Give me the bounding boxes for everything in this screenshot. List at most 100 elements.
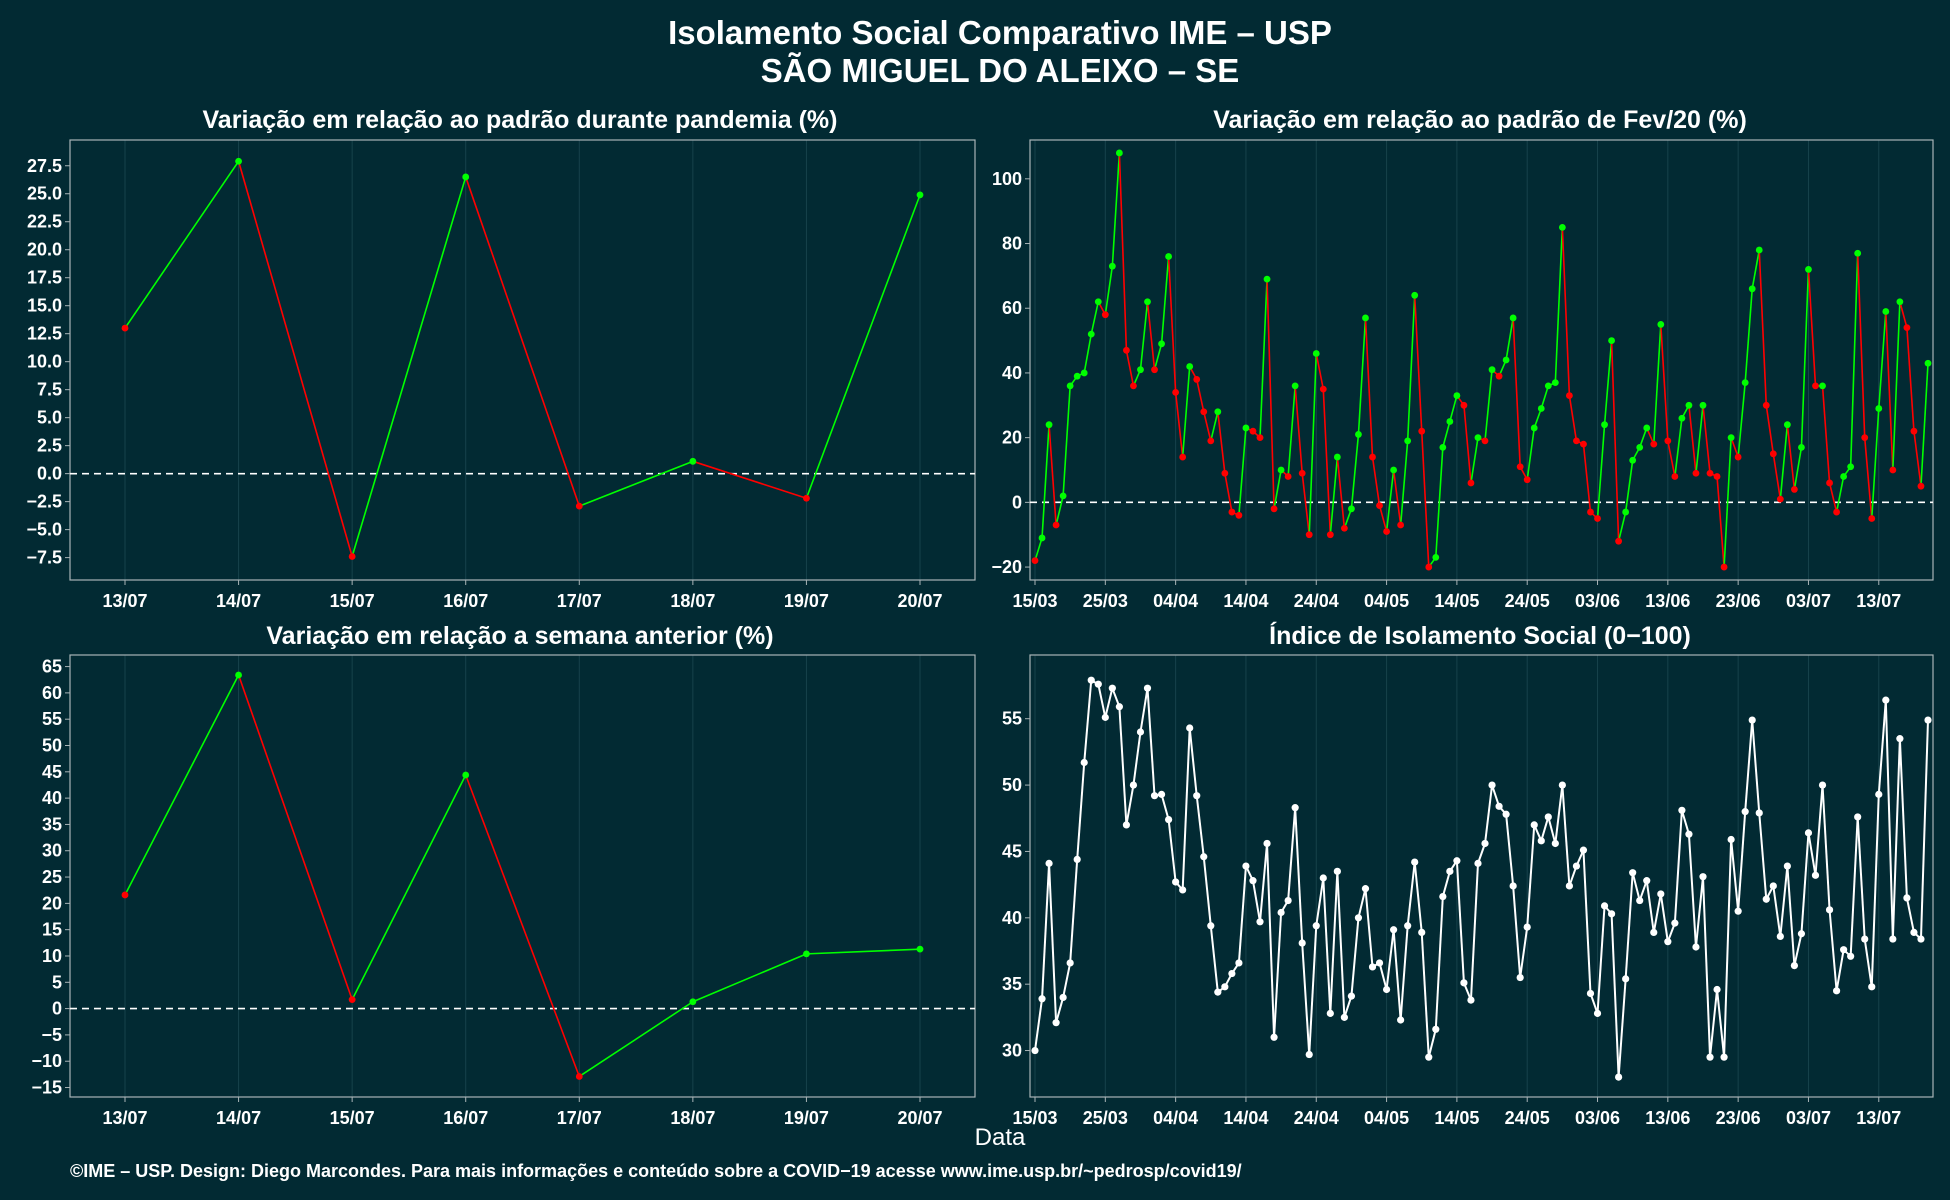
- series-segment: [1610, 340, 1620, 542]
- data-point: [1052, 521, 1060, 529]
- series-segment: [1561, 227, 1571, 396]
- y-tick-label: −10: [31, 1051, 62, 1071]
- series-segment: [1561, 785, 1571, 887]
- data-point: [1368, 963, 1377, 971]
- x-tick-label: 14/05: [1434, 1108, 1479, 1128]
- series-segment: [1723, 839, 1733, 1058]
- series-segment: [1090, 301, 1100, 335]
- y-tick-label: 35: [42, 814, 62, 834]
- data-point: [1460, 979, 1468, 987]
- series-segment: [1385, 929, 1395, 990]
- data-point: [1755, 809, 1763, 817]
- data-point: [1263, 839, 1271, 848]
- data-point: [1818, 781, 1827, 789]
- data-point: [1157, 790, 1166, 798]
- series-segment: [1694, 876, 1704, 948]
- data-point: [1769, 450, 1777, 458]
- data-point: [1600, 902, 1609, 910]
- data-point: [1404, 922, 1412, 930]
- data-point: [1312, 350, 1320, 357]
- data-point: [1825, 906, 1834, 914]
- series-segment: [1139, 301, 1149, 370]
- data-point: [1073, 855, 1081, 864]
- series-segment: [1660, 324, 1669, 441]
- data-point: [1861, 935, 1869, 943]
- data-point: [1193, 792, 1201, 800]
- series-segment: [1899, 301, 1908, 328]
- data-point: [1565, 392, 1573, 399]
- y-tick-label: −5: [41, 1025, 62, 1045]
- series-segment: [1484, 784, 1494, 844]
- data-point: [1861, 434, 1869, 442]
- series-segment: [1891, 738, 1901, 940]
- series-segment: [1434, 447, 1444, 558]
- series-segment: [1406, 861, 1416, 926]
- data-point: [1446, 418, 1454, 425]
- series-segment: [1484, 369, 1493, 441]
- series-segment: [1266, 843, 1276, 1038]
- data-point: [1741, 808, 1749, 816]
- data-point: [1509, 314, 1517, 322]
- data-point: [1847, 463, 1855, 471]
- series-segment: [1730, 437, 1739, 458]
- panel-indice: Índice de Isolamento Social (0−100) 55 50…: [1002, 621, 1934, 1128]
- data-point: [1418, 928, 1426, 937]
- data-point: [1896, 298, 1904, 306]
- data-point: [1277, 466, 1285, 474]
- series-segment: [1800, 269, 1810, 448]
- data-point: [1727, 434, 1735, 442]
- series-segment: [464, 176, 581, 507]
- data-point: [1207, 922, 1215, 930]
- data-point: [1509, 882, 1517, 890]
- data-point: [1439, 892, 1447, 901]
- data-point: [1382, 985, 1391, 994]
- data-point: [1875, 405, 1883, 412]
- series-segment: [1505, 317, 1514, 361]
- series-segment: [1617, 511, 1627, 542]
- data-point: [1643, 424, 1651, 432]
- data-point: [1615, 1073, 1623, 1081]
- data-point: [1572, 862, 1581, 870]
- data-point: [1101, 713, 1109, 721]
- series-segment: [1420, 431, 1430, 568]
- data-point: [1854, 813, 1862, 821]
- data-point: [1889, 935, 1897, 943]
- data-point: [1776, 495, 1784, 503]
- data-point: [1664, 437, 1672, 445]
- series-segment: [1343, 995, 1353, 1018]
- series-segment: [1744, 719, 1754, 812]
- axis-frame: [1029, 139, 1934, 581]
- series-segment: [1294, 807, 1304, 944]
- x-tick-label: 24/05: [1505, 1108, 1550, 1128]
- y-tick-label: 27.5: [27, 156, 62, 176]
- y-tick-label: 60: [1002, 298, 1022, 318]
- data-point: [1720, 563, 1728, 571]
- data-point: [1326, 1009, 1334, 1017]
- series-segment: [1441, 871, 1451, 897]
- data-point: [1319, 385, 1327, 393]
- y-tick-label: 45: [42, 762, 62, 782]
- data-point: [1875, 790, 1883, 798]
- data-point: [1551, 379, 1559, 387]
- y-tick-label: 22.5: [27, 212, 62, 232]
- data-point: [1108, 262, 1116, 270]
- series-segment: [1378, 505, 1388, 532]
- series-segment: [1146, 688, 1156, 796]
- series-segment: [351, 774, 467, 1001]
- series-segment: [1870, 794, 1880, 987]
- axis-frame: [69, 139, 976, 581]
- data-point: [1143, 684, 1152, 692]
- data-point: [1390, 466, 1398, 474]
- y-tick-label: 20.0: [27, 240, 62, 260]
- data-point: [1186, 724, 1194, 732]
- series-segment: [1835, 949, 1845, 991]
- data-point: [803, 950, 810, 958]
- data-point: [1059, 492, 1067, 500]
- series-segment: [1195, 379, 1205, 412]
- data-point: [1228, 969, 1236, 978]
- series-segment: [1828, 909, 1838, 991]
- series-segment: [578, 460, 694, 507]
- series-segment: [1624, 460, 1634, 513]
- y-tick-label: −15: [31, 1078, 62, 1098]
- data-point: [1425, 1053, 1433, 1061]
